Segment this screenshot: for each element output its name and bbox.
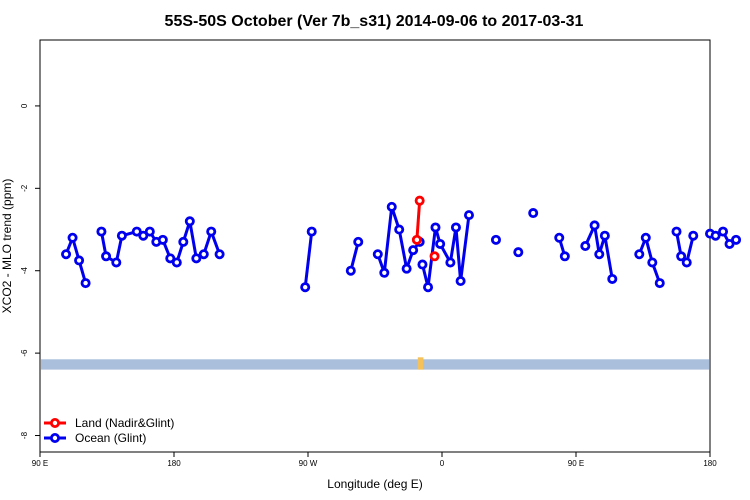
data-point [171,257,182,268]
data-point [554,232,565,243]
land-band-strip [41,359,709,370]
data-point [306,226,317,237]
data-point [372,249,383,260]
data-point [345,265,356,276]
data-point [455,276,466,287]
data-point [157,234,168,245]
data-point [80,278,91,289]
data-point [671,226,682,237]
data-point [401,263,412,274]
legend: Land (Nadir&Glint)Ocean (Glint) [44,416,174,445]
data-point [450,222,461,233]
data-point [423,282,434,293]
series-line [64,236,88,284]
series-0 [411,195,440,262]
series-line [303,231,314,288]
data-point [206,226,217,237]
data-point [559,251,570,262]
data-point [353,236,364,247]
y-tick-label: -6 [20,349,29,357]
x-axis-label: Longitude (deg E) [327,477,422,491]
x-tick-label: 90 W [299,459,318,468]
data-point [411,234,422,245]
plot-frame [39,39,711,453]
data-point [116,230,127,241]
data-point [414,195,425,206]
data-point [513,247,524,258]
data-point [435,238,446,249]
x-axis: 90 E 180 90 W 0 90 E 180 [32,452,717,468]
data-point [681,257,692,268]
data-point [528,208,539,219]
data-point [599,230,610,241]
y-axis: 0 -2 -4 -6 -8 [20,103,40,439]
data-point [445,257,456,268]
y-tick-label: -8 [20,431,29,439]
data-point [178,236,189,247]
chart-title: 55S-50S October (Ver 7b_s31) 2014-09-06 … [165,13,584,30]
y-tick-label: -4 [20,267,29,275]
data-point [718,226,729,237]
x-tick-label: 90 E [32,459,48,468]
data-point [676,251,687,262]
x-tick-label: 0 [440,459,445,468]
data-point [463,210,474,221]
data-point [589,220,600,231]
data-point [490,234,501,245]
data-point [710,230,721,241]
data-point [214,249,225,260]
x-tick-label: 90 E [568,459,584,468]
data-point [67,232,78,243]
legend-label: Ocean (Glint) [75,431,146,445]
land-band-spot [417,357,424,370]
data-point [96,226,107,237]
data-point [430,222,441,233]
data-point [165,253,176,264]
data-point [724,238,735,249]
data-point [394,224,405,235]
legend-swatch-marker [50,417,61,428]
data-point [184,216,195,227]
data-point [647,257,658,268]
data-point [417,259,428,270]
data-point [654,278,665,289]
data-point [198,249,209,260]
data-point [607,273,618,284]
series-line [421,214,471,289]
x-tick-label: 180 [703,459,717,468]
data-point [429,251,440,262]
data-point [300,282,311,293]
land-band [41,357,709,370]
y-tick-label: -2 [20,184,29,192]
data-point [101,251,112,262]
data-point [731,234,742,245]
data-point [386,201,397,212]
data-point [144,226,155,237]
data-point [138,230,149,241]
data-point [580,240,591,251]
x-tick-label: 180 [167,459,181,468]
data-point [379,267,390,278]
data-point [74,255,85,266]
data-point [61,249,72,260]
series-line [637,236,662,284]
data-point [640,232,651,243]
y-axis-label: XCO2 - MLO trend (ppm) [0,179,14,314]
series-line [415,200,422,240]
data-point [191,253,202,264]
data-point [688,230,699,241]
series-layer [61,195,742,293]
series-1 [61,201,742,293]
data-point [634,249,645,260]
y-tick-label: 0 [20,103,29,108]
data-point [131,226,142,237]
legend-swatch-marker [50,432,61,443]
legend-label: Land (Nadir&Glint) [75,416,174,430]
data-point [594,249,605,260]
data-point [111,257,122,268]
data-point [408,245,419,256]
